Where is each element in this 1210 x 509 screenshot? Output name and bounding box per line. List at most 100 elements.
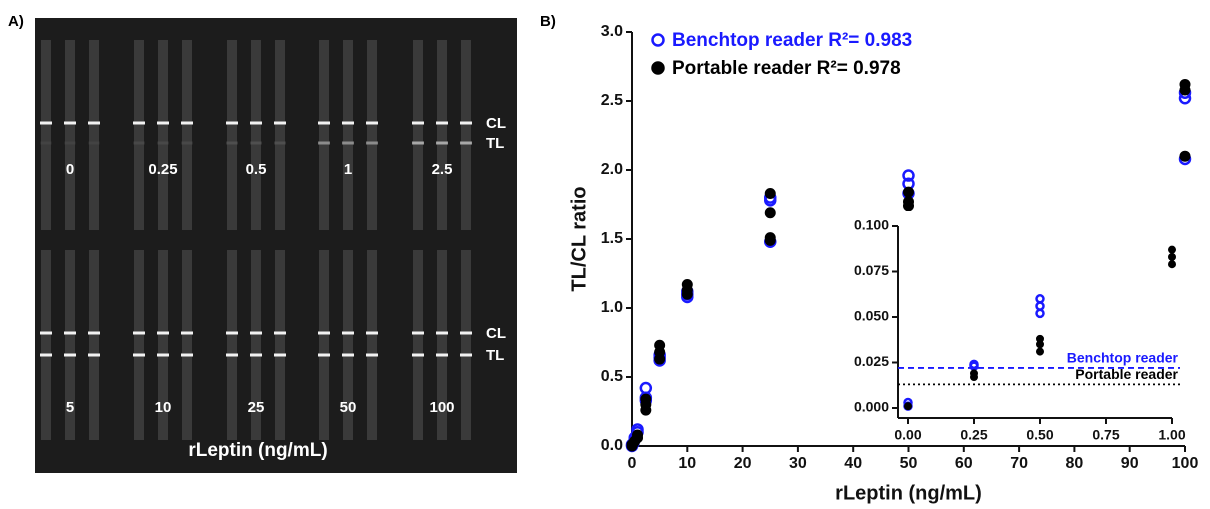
test-line (342, 353, 354, 357)
control-line (460, 331, 472, 335)
tl-label: TL (486, 135, 504, 152)
test-line (274, 141, 286, 145)
x-tick-label: 10 (678, 455, 696, 472)
strip (319, 250, 329, 440)
test-line (181, 141, 193, 145)
point (902, 169, 915, 182)
strip (437, 250, 447, 440)
point (1168, 245, 1176, 254)
x-tick-label: 70 (1010, 455, 1028, 472)
axis-label: rLeptin (ng/mL) (188, 440, 327, 461)
point (1036, 347, 1044, 356)
test-line (460, 141, 472, 145)
concentration-label: 0 (66, 161, 74, 178)
point (632, 432, 644, 444)
x-tick-label: 1.00 (1158, 427, 1185, 443)
y-tick-label: 0.000 (854, 399, 889, 415)
control-line (133, 331, 145, 335)
strip (89, 250, 99, 440)
inset-background (838, 211, 1197, 443)
x-tick-label: 90 (1121, 455, 1139, 472)
y-tick-label: 1.5 (601, 230, 623, 247)
concentration-label: 5 (66, 399, 74, 416)
strip (158, 250, 168, 440)
strip (343, 40, 353, 230)
control-line (157, 331, 169, 335)
point (970, 373, 978, 382)
control-line (342, 331, 354, 335)
point (764, 234, 776, 246)
test-line (226, 353, 238, 357)
control-line (226, 331, 238, 335)
x-tick-label: 40 (844, 455, 862, 472)
point (903, 186, 914, 198)
x-tick-label: 20 (734, 455, 752, 472)
point (903, 200, 914, 212)
point (1035, 308, 1045, 319)
y-axis-label: TL/CL ratio (568, 186, 590, 291)
legend-label: Benchtop reader R²= 0.983 (672, 30, 912, 51)
concentration-label: 100 (429, 399, 454, 416)
control-line (64, 331, 76, 335)
x-tick-label: 0.75 (1092, 427, 1119, 443)
point (1179, 150, 1191, 162)
x-tick-label: 60 (955, 455, 973, 472)
control-line (436, 121, 448, 125)
x-tick-label: 100 (1172, 455, 1199, 472)
x-tick-label: 0 (628, 455, 637, 472)
control-line (133, 121, 145, 125)
cl-label: CL (486, 325, 506, 342)
concentration-label: 0.5 (246, 161, 267, 178)
test-line (318, 141, 330, 145)
point (1168, 260, 1176, 269)
test-line (157, 141, 169, 145)
control-line (226, 121, 238, 125)
strip (461, 250, 471, 440)
point (640, 404, 652, 416)
point (1179, 84, 1191, 96)
y-tick-label: 0.075 (854, 262, 889, 278)
x-tick-label: 50 (900, 455, 918, 472)
control-line (412, 331, 424, 335)
control-line (436, 331, 448, 335)
strip (227, 250, 237, 440)
strip (367, 40, 377, 230)
concentration-label: 50 (340, 399, 357, 416)
strip (251, 40, 261, 230)
concentration-label: 1 (344, 161, 352, 178)
test-line (436, 353, 448, 357)
point (1035, 294, 1045, 304)
control-line (181, 331, 193, 335)
control-line (318, 121, 330, 125)
test-line (436, 141, 448, 145)
x-tick-label: 0.25 (960, 427, 987, 443)
test-line (181, 353, 193, 357)
control-line (342, 121, 354, 125)
control-line (250, 331, 262, 335)
control-line (274, 121, 286, 125)
control-line (40, 331, 52, 335)
test-line (88, 353, 100, 357)
control-line (412, 121, 424, 125)
point (904, 402, 912, 411)
control-line (88, 121, 100, 125)
y-tick-label: 2.5 (601, 92, 623, 109)
test-line (366, 141, 378, 145)
reference-label: Benchtop reader (1067, 350, 1179, 366)
reference-label: Portable reader (1075, 366, 1178, 382)
x-tick-label: 30 (789, 455, 807, 472)
y-tick-label: 0.025 (854, 353, 889, 369)
test-line (250, 353, 262, 357)
control-line (366, 121, 378, 125)
legend-marker (651, 33, 665, 47)
strip (89, 40, 99, 230)
control-line (181, 121, 193, 125)
test-line (366, 353, 378, 357)
point (764, 187, 776, 199)
point (1168, 252, 1176, 261)
y-tick-label: 3.0 (601, 23, 623, 40)
control-line (40, 121, 52, 125)
test-line (133, 353, 145, 357)
strip (134, 40, 144, 230)
